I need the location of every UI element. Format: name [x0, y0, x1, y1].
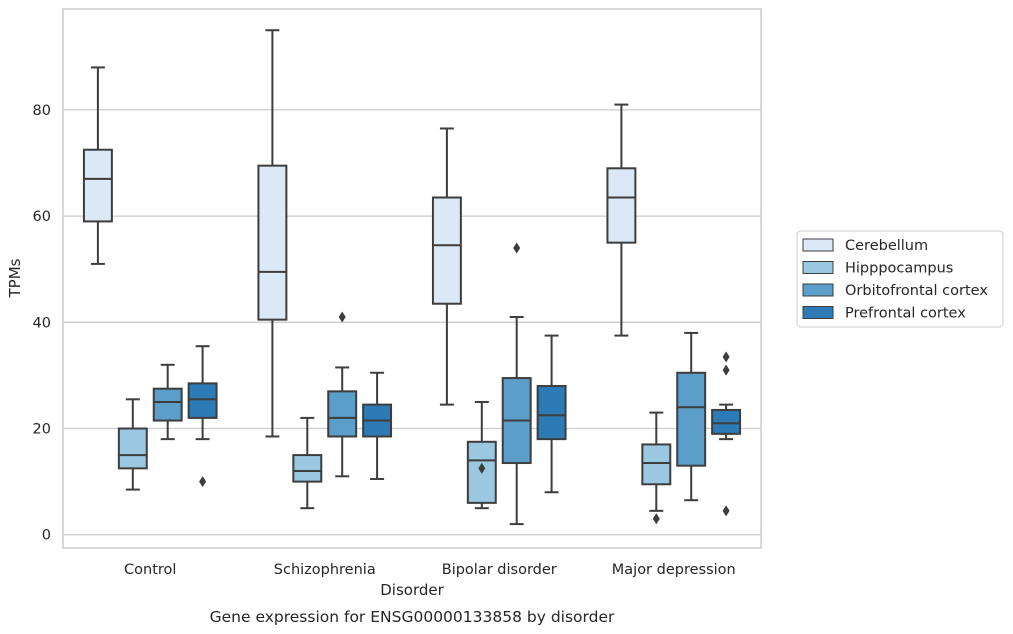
- x-tick-label: Major depression: [612, 562, 736, 578]
- box-plot: [152, 363, 183, 441]
- box-plot: [327, 311, 358, 478]
- box-plot: [536, 334, 567, 494]
- box-iqr: [606, 167, 637, 244]
- x-axis-label: Disorder: [380, 581, 444, 599]
- box-plot: [711, 351, 742, 517]
- outlier-point: [722, 505, 730, 517]
- box-iqr: [711, 408, 742, 435]
- chart-caption: Gene expression for ENSG00000133858 by d…: [210, 608, 615, 626]
- box-plot: [501, 242, 532, 526]
- legend-entry: Prefrontal cortex: [845, 306, 966, 322]
- box-plot: [466, 400, 497, 510]
- legend-swatch: [802, 261, 834, 274]
- box-iqr: [82, 148, 113, 223]
- outlier-point: [652, 513, 660, 525]
- box-series-group: [82, 29, 742, 526]
- box-iqr: [431, 196, 462, 305]
- box-iqr: [676, 371, 707, 467]
- x-tick-label: Control: [124, 562, 176, 578]
- y-tick-label: 60: [33, 209, 51, 225]
- box-iqr: [257, 164, 288, 321]
- box-plot: [431, 127, 462, 406]
- box-plot: [292, 416, 323, 510]
- outlier-point: [478, 462, 486, 474]
- legend-swatch: [802, 238, 834, 252]
- legend-entry: Hipppocampus: [845, 261, 953, 277]
- box-plot: [82, 66, 113, 265]
- x-tick-label: Schizophrenia: [274, 562, 376, 578]
- outlier-point: [722, 351, 730, 363]
- box-iqr: [187, 382, 218, 419]
- legend-entry: Cerebellum: [845, 238, 928, 254]
- box-iqr: [536, 385, 567, 441]
- legend-frame: [796, 230, 1004, 328]
- box-iqr: [292, 454, 323, 483]
- outlier-point: [199, 476, 207, 488]
- outlier-point: [338, 311, 346, 323]
- box-plot: [187, 345, 218, 488]
- y-tick-label: 20: [33, 422, 51, 438]
- box-iqr: [641, 443, 672, 486]
- outlier-point: [513, 242, 521, 254]
- box-plot: [117, 398, 148, 491]
- box-iqr: [327, 390, 358, 438]
- box-plot: [676, 331, 707, 502]
- y-tick-label: 0: [42, 528, 51, 544]
- legend-swatch: [802, 306, 834, 319]
- plot-frame: [62, 8, 762, 549]
- box-iqr: [152, 387, 183, 422]
- outlier-point: [722, 364, 730, 376]
- box-plot: [257, 29, 288, 438]
- box-iqr: [117, 427, 148, 470]
- y-axis-label: TPMs: [6, 258, 24, 298]
- box-plot: [362, 371, 393, 480]
- box-plot: [606, 103, 637, 337]
- y-tick-labels: 0 20 40 60 80: [33, 103, 51, 544]
- legend: Cerebellum Hipppocampus Orbitofrontal cort…: [796, 230, 1004, 328]
- x-tick-label: Bipolar disorder: [442, 562, 557, 578]
- legend-swatch: [802, 283, 834, 297]
- y-tick-label: 40: [33, 315, 51, 331]
- legend-entry: Orbitofrontal cortex: [845, 283, 988, 299]
- y-tick-label: 80: [33, 103, 51, 119]
- box-plot: [641, 411, 672, 525]
- y-gridlines: [63, 109, 761, 536]
- x-tick-labels: Control Schizophrenia Bipolar disorder Majo…: [124, 562, 736, 578]
